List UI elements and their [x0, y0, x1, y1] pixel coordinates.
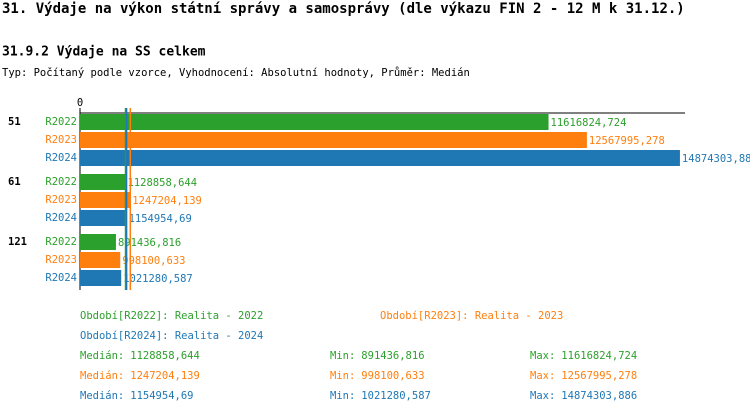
title: 31. Výdaje na výkon státní správy a samo… [2, 1, 685, 17]
value-label: 998100,633 [122, 255, 185, 267]
series-label: R2024 [45, 212, 77, 224]
value-label: 891436,816 [118, 237, 181, 249]
stat-name: Max: [530, 350, 555, 362]
stat-value: 12567995,278 [561, 370, 637, 382]
bar [80, 192, 131, 208]
stat-value: 1154954,69 [130, 390, 193, 402]
stat-name: Min: [330, 370, 355, 382]
subtitle: 31.9.2 Výdaje na SS celkem [2, 45, 206, 60]
value-label: 11616824,724 [551, 117, 627, 129]
x-tick-label: 0 [77, 97, 83, 109]
series-label: R2022 [45, 116, 77, 128]
stat-value: 891436,816 [361, 350, 424, 362]
bar [80, 252, 121, 268]
legend-entry: Období[R2022]: Realita - 2022 [80, 310, 263, 322]
legend-entry: Období[R2024]: Realita - 2024 [80, 330, 263, 342]
stat-name: Max: [530, 370, 555, 382]
value-label: 1154954,69 [129, 213, 192, 225]
stat-value: 1247204,139 [130, 370, 200, 382]
bar [80, 234, 116, 250]
series-label: R2023 [45, 134, 77, 146]
category-label: 121 [8, 236, 27, 248]
bar [80, 174, 126, 190]
info: Typ: Počítaný podle vzorce, Vyhodnocení:… [2, 67, 470, 79]
stat-value: 998100,633 [361, 370, 424, 382]
stat-name: Max: [530, 390, 555, 402]
stat-name: Medián: [80, 350, 124, 362]
value-label: 12567995,278 [589, 135, 665, 147]
stat-value: 11616824,724 [561, 350, 637, 362]
stat-value: 1021280,587 [361, 390, 431, 402]
value-label: 1247204,139 [132, 195, 202, 207]
bar [80, 114, 549, 130]
value-label: 14874303,88 [682, 153, 750, 165]
stat-name: Min: [330, 350, 355, 362]
series-label: R2022 [45, 236, 77, 248]
series-label: R2024 [45, 272, 77, 284]
bar [80, 150, 680, 166]
series-label: R2023 [45, 254, 77, 266]
stat-name: Medián: [80, 390, 124, 402]
stat-name: Min: [330, 390, 355, 402]
stat-value: 14874303,886 [561, 390, 637, 402]
bar [80, 132, 587, 148]
stat-value: 1128858,644 [130, 350, 200, 362]
legend-entry: Období[R2023]: Realita - 2023 [380, 310, 563, 322]
category-label: 61 [8, 176, 21, 188]
series-label: R2022 [45, 176, 77, 188]
value-label: 1021280,587 [123, 273, 193, 285]
series-label: R2023 [45, 194, 77, 206]
bar [80, 210, 127, 226]
value-label: 1128858,644 [128, 177, 198, 189]
stat-name: Medián: [80, 370, 124, 382]
series-label: R2024 [45, 152, 77, 164]
category-label: 51 [8, 116, 21, 128]
bar [80, 270, 122, 286]
